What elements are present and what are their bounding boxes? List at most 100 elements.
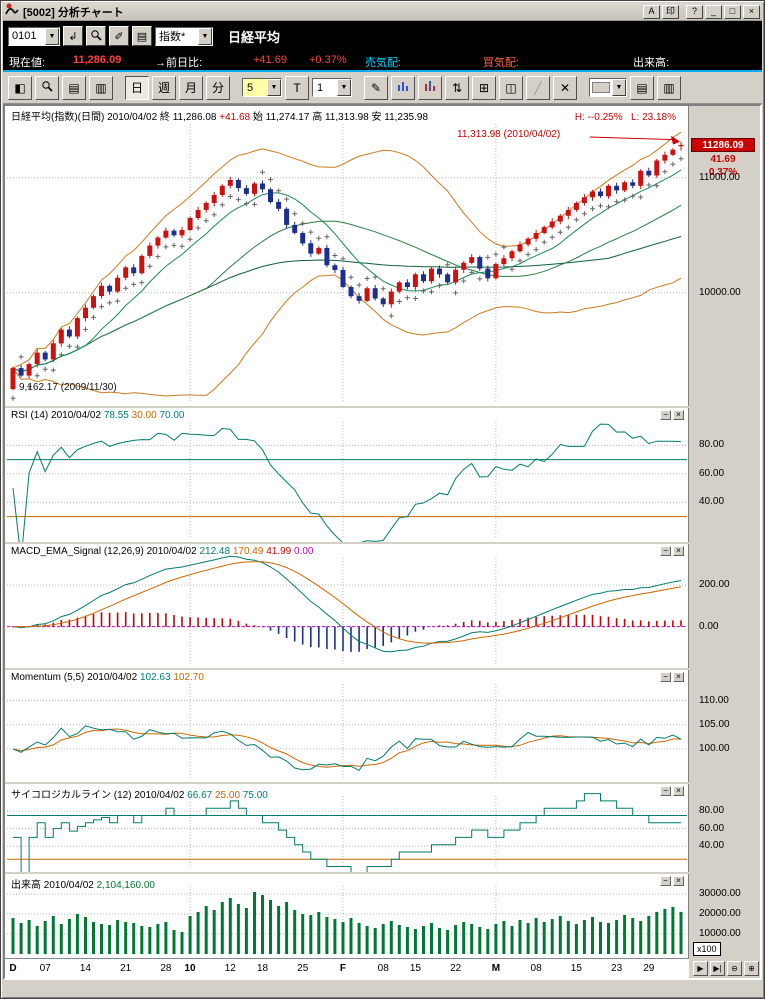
change-percent-value: +0.37% <box>309 54 347 66</box>
date-label: 25 <box>297 963 309 974</box>
interval-select-field: 1 ▼ <box>312 78 352 97</box>
panel-minimize-button[interactable]: − <box>660 546 671 556</box>
panel-close-button[interactable]: × <box>673 786 684 796</box>
period-week-button[interactable]: 週 <box>152 75 176 100</box>
indicator-bars2-button[interactable] <box>418 75 442 100</box>
date-label: M <box>491 963 501 974</box>
interval-dropdown-button[interactable]: ▼ <box>337 79 351 96</box>
code-dropdown-button[interactable]: ▼ <box>45 27 59 45</box>
macd-chart[interactable] <box>5 544 689 668</box>
high-annotation: 11,313.98 (2010/04/02) <box>457 129 561 140</box>
indicator-bars-button[interactable] <box>391 75 415 100</box>
panel-close-button[interactable]: × <box>673 410 684 420</box>
axis-label: 200.00 <box>699 578 730 590</box>
maximize-button[interactable]: □ <box>724 4 741 19</box>
font-button[interactable]: A <box>643 4 660 19</box>
axis-label: 80.00 <box>699 439 725 451</box>
axis-label: 100.00 <box>699 742 730 754</box>
copy-chart-button[interactable]: ▤ <box>62 75 86 100</box>
rsi-chart[interactable] <box>5 408 689 542</box>
date-label: 15 <box>570 963 582 974</box>
register-list-button[interactable]: ▤ <box>132 26 152 46</box>
category-dropdown-button[interactable]: ▼ <box>198 27 212 45</box>
panel-minimize-button[interactable]: − <box>660 786 671 796</box>
macd-panel[interactable]: MACD_EMA_Signal (12,26,9) 2010/04/02 212… <box>5 544 689 668</box>
updown-arrows-button[interactable]: ⇅ <box>445 75 469 100</box>
volume-chart[interactable] <box>5 874 689 958</box>
psychological-chart[interactable] <box>5 784 689 872</box>
scroll-end-button[interactable]: ▶| <box>710 961 725 976</box>
tick-button[interactable]: T <box>285 75 309 100</box>
bar-chart2-icon <box>424 80 436 95</box>
date-label: 10 <box>184 963 196 974</box>
scroll-right-button[interactable]: ▶ <box>693 961 708 976</box>
zoom-out-button[interactable]: ⊖ <box>727 961 742 976</box>
psychological-header: サイコロジカルライン (12) 2010/04/02 66.67 25.00 7… <box>11 790 268 801</box>
eraser-button[interactable]: ╱ <box>526 75 550 100</box>
chart-toolbar: ◧ ▤ ▥ 日 週 月 分 5 ▼ T 1 ▼ ✎ ⇅ ⊞ ◫ ╱ ✕ ▼ ▤ <box>3 72 762 104</box>
date-label: 23 <box>611 963 623 974</box>
bars-select[interactable]: 5 <box>247 81 254 94</box>
axis-label: 110.00 <box>699 694 729 706</box>
help-button[interactable]: ? <box>686 4 703 19</box>
delete-drawing-button[interactable]: ✕ <box>553 75 577 100</box>
panel-minimize-button[interactable]: − <box>660 672 671 682</box>
stock-code-input[interactable] <box>9 27 45 45</box>
print-chart-button[interactable]: ▤ <box>630 75 654 100</box>
panel-minimize-button[interactable]: − <box>660 876 671 886</box>
rsi-header: RSI (14) 2010/04/02 78.55 30.00 70.00 <box>11 410 185 421</box>
bars-select-field: 5 ▼ <box>242 78 282 97</box>
style-dropdown-button[interactable]: ▼ <box>612 79 626 96</box>
save-chart-button[interactable]: ▥ <box>89 75 113 100</box>
panel-close-button[interactable]: × <box>673 672 684 682</box>
zoom-in-button[interactable]: ⊕ <box>744 961 759 976</box>
grid-toggle-button[interactable]: ⊞ <box>472 75 496 100</box>
zoom-tool-button[interactable] <box>35 75 59 100</box>
volume-header: 出来高 2010/04/02 2,104,160.00 <box>11 880 155 891</box>
candle-style-button[interactable]: ◫ <box>499 75 523 100</box>
panel-close-button[interactable]: × <box>673 876 684 886</box>
volume-panel[interactable]: 出来高 2010/04/02 2,104,160.00 − × <box>5 874 689 958</box>
category-select[interactable]: 指数* <box>159 31 186 43</box>
axis-label: 10000.00 <box>699 928 741 939</box>
minimize-button[interactable]: _ <box>705 4 722 19</box>
panel-minimize-button[interactable]: − <box>660 410 671 420</box>
date-label: 08 <box>530 963 542 974</box>
main-chart-panel[interactable]: 日経平均(指数)(日間) 2010/04/02 終 11,286.08 +41.… <box>5 106 689 406</box>
print-window-button[interactable]: 印 <box>662 4 679 19</box>
axis-label: 40.00 <box>699 840 725 852</box>
rsi-panel[interactable]: RSI (14) 2010/04/02 78.55 30.00 70.00 − … <box>5 408 689 542</box>
interval-select[interactable]: 1 <box>317 81 324 94</box>
momentum-chart[interactable] <box>5 670 689 782</box>
volume-caption: 出来高: <box>633 57 670 69</box>
search-button[interactable] <box>86 26 106 46</box>
psychological-panel[interactable]: サイコロジカルライン (12) 2010/04/02 66.67 25.00 7… <box>5 784 689 872</box>
period-minute-button[interactable]: 分 <box>206 75 230 100</box>
price-percent-label: 0.37% <box>708 166 738 178</box>
close-button[interactable]: × <box>743 4 760 19</box>
axis-label: 60.00 <box>699 822 725 834</box>
date-label: D <box>9 963 17 974</box>
enter-button[interactable]: ↲ <box>63 26 83 46</box>
date-label: 08 <box>377 963 389 974</box>
panel-close-button[interactable]: × <box>673 546 684 556</box>
title-bar[interactable]: [5002] 分析チャート A 印 ? _ □ × <box>3 3 762 21</box>
momentum-panel[interactable]: Momentum (5,5) 2010/04/02 102.63 102.70 … <box>5 670 689 782</box>
quote-bar: 現在値: 11,286.09 →前日比: +41.69 +0.37% 売気配: … <box>3 51 762 72</box>
bid-caption: 買気配: <box>483 57 520 69</box>
edit-button[interactable]: ✐ <box>109 26 129 46</box>
bars-dropdown-button[interactable]: ▼ <box>267 79 281 96</box>
export-chart-button[interactable]: ▥ <box>657 75 681 100</box>
date-label: 22 <box>450 963 462 974</box>
date-label: 29 <box>643 963 655 974</box>
trendline-button[interactable]: ✎ <box>364 75 388 100</box>
bar-chart-icon <box>397 80 409 95</box>
period-day-button[interactable]: 日 <box>125 75 149 100</box>
period-month-button[interactable]: 月 <box>179 75 203 100</box>
candlestick-chart[interactable] <box>5 106 689 406</box>
titlebar-buttons: A 印 ? _ □ × <box>643 4 760 19</box>
stock-code-field: ▼ <box>8 26 60 46</box>
axis-label: 60.00 <box>699 467 725 479</box>
chart-type-button[interactable]: ◧ <box>8 75 32 100</box>
